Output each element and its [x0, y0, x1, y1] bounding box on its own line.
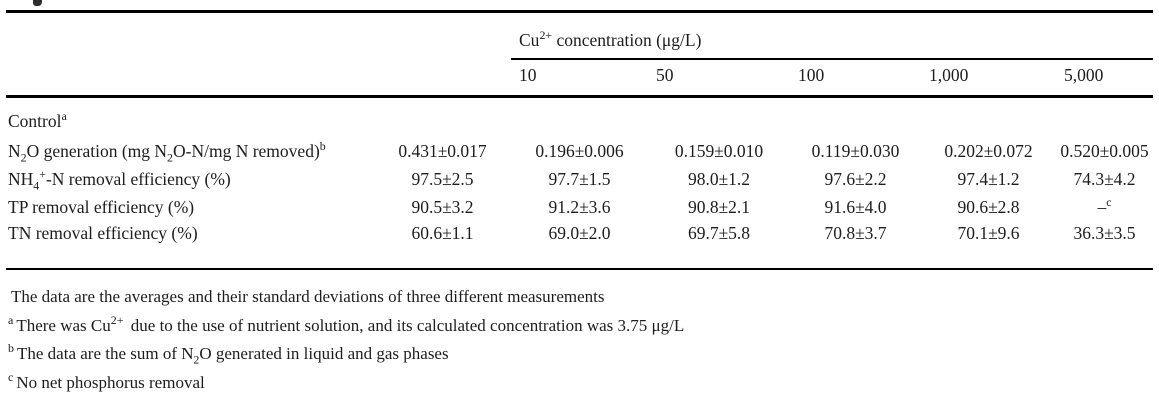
footnote-text-b: The data are the sum of N2O generated in… [17, 344, 449, 367]
cell-tp-1000: 90.6±2.8 [957, 197, 1020, 217]
table-row-nh4-removal: NH4+-N removal efficiency (%) 97.5±2.5 9… [6, 165, 1153, 193]
cell-tp-control: 90.5±3.2 [411, 197, 474, 217]
group-header-row: Cu2+ concentration (μg/L) [6, 11, 1154, 60]
row-label-tn-removal: TN removal efficiency (%) [8, 223, 198, 243]
row-label-nh4-removal: NH4+-N removal efficiency (%) [8, 167, 231, 193]
empty-control-subheader [374, 58, 511, 98]
column-header-5000: 5,000 [1056, 58, 1154, 98]
cell-tn-100: 70.8±3.7 [824, 223, 887, 243]
footnote-text-a: There was Cu2+ due to the use of nutrien… [16, 312, 685, 335]
cell-tn-50: 69.7±5.8 [687, 223, 751, 243]
empty-control-header [374, 12, 511, 59]
footnote-marker-a: a [8, 312, 14, 327]
cell-nh4-1000: 97.4±1.2 [957, 169, 1020, 189]
footnote-marker-b: b [8, 341, 14, 356]
column-header-50: 50 [648, 58, 790, 98]
footnote-text: The data are the averages and their stan… [11, 287, 605, 306]
cell-nh4-100: 97.6±2.2 [824, 169, 887, 189]
empty-label-subheader [6, 58, 374, 98]
cell-tn-control: 60.6±1.1 [411, 223, 474, 243]
empty-label-header [6, 12, 374, 59]
table-row-tn-removal: TN removal efficiency (%) 60.6±1.1 69.0±… [6, 221, 1153, 269]
row-label-tp-removal: TP removal efficiency (%) [8, 197, 195, 217]
cell-n2o-control: 0.431±0.017 [398, 141, 487, 161]
row-label-n2o-generation: N2O generation (mg N2O-N/mg N removed)b [8, 139, 326, 165]
results-table: Cu2+ concentration (μg/L) 10 50 100 1,00… [6, 10, 1154, 270]
cell-n2o-5000: 0.520±0.005 [1060, 141, 1149, 161]
column-header-1000: 1,000 [921, 58, 1056, 98]
group-header-cu-concentration: Cu2+ concentration (μg/L) [511, 11, 1154, 60]
footnote-c: c No net phosphorus removal [8, 369, 1153, 398]
footnotes-block: The data are the averages and their stan… [6, 283, 1153, 397]
footnote-marker-c: c [8, 369, 14, 384]
cell-nh4-10: 97.7±1.5 [548, 169, 611, 189]
cell-n2o-10: 0.196±0.006 [535, 141, 624, 161]
cell-tn-1000: 70.1±9.6 [957, 223, 1020, 243]
section-row-control: Controla [6, 97, 1153, 138]
cell-tp-100: 91.6±4.0 [824, 197, 887, 217]
cell-nh4-50: 98.0±1.2 [687, 169, 751, 189]
cell-n2o-100: 0.119±0.030 [811, 141, 900, 161]
cell-tn-5000: 36.3±3.5 [1073, 223, 1136, 243]
table-row-tp-removal: TP removal efficiency (%) 90.5±3.2 91.2±… [6, 193, 1153, 221]
cell-tn-10: 69.0±2.0 [548, 223, 611, 243]
cell-tp-5000: –c [1097, 195, 1112, 217]
section-label-control: Controla [8, 109, 67, 131]
cropped-caption-artifact [33, 0, 42, 6]
cell-n2o-50: 0.159±0.010 [674, 141, 764, 161]
column-header-100: 100 [790, 58, 921, 98]
table-row-n2o-generation: N2O generation (mg N2O-N/mg N removed)b … [6, 137, 1153, 165]
cell-n2o-1000: 0.202±0.072 [944, 141, 1033, 161]
footnote-b: b The data are the sum of N2O generated i… [8, 340, 1153, 369]
cell-nh4-control: 97.5±2.5 [411, 169, 474, 189]
cell-tp-50: 90.8±2.1 [687, 197, 751, 217]
footnote-general: The data are the averages and their stan… [8, 283, 1153, 312]
column-header-row: 10 50 100 1,000 5,000 [6, 58, 1154, 98]
footnote-a: a There was Cu2+ due to the use of nutrie… [8, 312, 1153, 341]
column-header-10: 10 [511, 58, 648, 98]
cell-tp-10: 91.2±3.6 [548, 197, 611, 217]
cell-nh4-5000: 74.3±4.2 [1073, 169, 1136, 189]
footnote-text-c: No net phosphorus removal [16, 372, 205, 392]
